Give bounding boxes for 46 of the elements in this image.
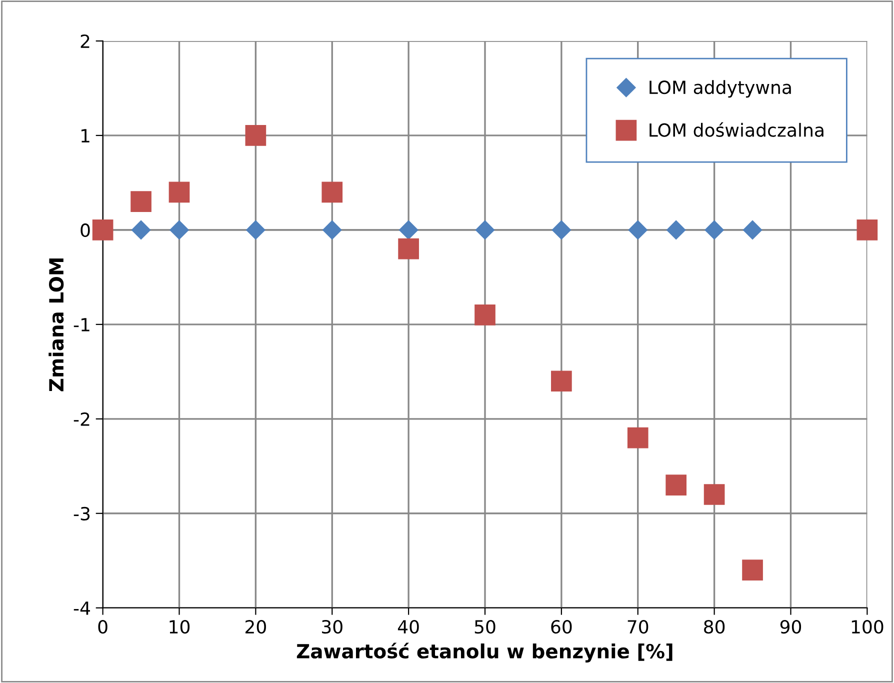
point xyxy=(475,220,495,240)
point xyxy=(92,220,114,240)
point xyxy=(246,220,266,240)
y-tick-label: -1 xyxy=(74,318,90,332)
point xyxy=(170,220,189,240)
x-tick-label: 20 xyxy=(246,620,266,634)
point xyxy=(856,220,878,240)
point xyxy=(742,560,763,580)
legend-label: LOM doświadczalna xyxy=(650,122,824,137)
x-tick-label: 0 xyxy=(98,620,108,634)
point xyxy=(322,182,343,203)
x-tick-label: 70 xyxy=(628,620,648,634)
point xyxy=(704,220,724,240)
point xyxy=(399,220,418,240)
legend-label: LOM addytywna xyxy=(650,80,791,98)
point xyxy=(742,220,762,240)
x-tick-label: 100 xyxy=(852,620,884,634)
point xyxy=(666,474,687,496)
y-tick-label: 0 xyxy=(80,223,90,238)
point xyxy=(130,191,152,212)
x-axis-title: Zawartość etanolu w benzynie [%] xyxy=(296,642,672,662)
y-tick-label: 1 xyxy=(82,129,90,142)
x-tick-label: 90 xyxy=(780,620,802,634)
point xyxy=(322,220,342,240)
x-tick-label: 10 xyxy=(170,620,190,634)
point xyxy=(131,220,151,240)
point xyxy=(551,370,572,392)
point xyxy=(552,220,571,240)
point xyxy=(398,238,419,260)
x-tick-label: 40 xyxy=(398,620,419,634)
x-tick-label: 30 xyxy=(322,620,342,634)
point xyxy=(628,220,648,240)
point xyxy=(704,484,725,505)
point xyxy=(168,182,190,203)
point xyxy=(666,220,686,240)
y-tick-label: -3 xyxy=(74,506,90,521)
y-tick-label: -2 xyxy=(74,412,90,426)
x-tick-label: 60 xyxy=(551,620,572,634)
y-tick-label: 2 xyxy=(80,34,90,48)
y-axis-title: Zmiana LOM xyxy=(48,258,64,392)
x-tick-label: 50 xyxy=(474,620,496,634)
x-tick-label: 80 xyxy=(704,620,725,634)
point xyxy=(474,304,496,326)
y-tick-label: -4 xyxy=(74,602,90,615)
point xyxy=(627,427,648,448)
point xyxy=(245,125,266,146)
